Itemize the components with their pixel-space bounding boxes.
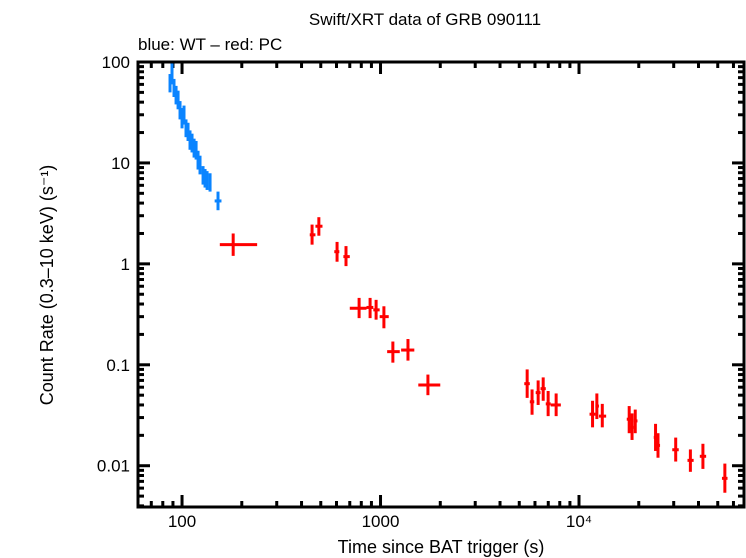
data-point-wt: [205, 171, 209, 190]
data-point-pc: [626, 406, 632, 434]
y-tick-label: 0.01: [97, 457, 130, 476]
data-point-pc: [687, 449, 694, 472]
data-point-wt: [172, 78, 176, 98]
data-point-pc: [387, 341, 400, 363]
data-point-wt: [196, 150, 200, 170]
data-point-pc: [349, 297, 367, 319]
data-point-wt: [170, 62, 174, 85]
data-point-pc: [540, 377, 546, 401]
chart-title: Swift/XRT data of GRB 090111: [309, 10, 541, 29]
chart-subtitle: blue: WT – red: PC: [138, 35, 282, 54]
data-point-wt: [194, 140, 198, 160]
data-point-pc: [373, 299, 380, 320]
plot-frame: [136, 60, 746, 509]
data-point-pc: [699, 443, 707, 469]
data-point-wt: [188, 130, 192, 150]
x-axis-label: Time since BAT trigger (s): [338, 537, 545, 557]
data-point-pc: [630, 413, 634, 440]
data-point-wt: [182, 105, 186, 125]
data-point-pc: [672, 437, 679, 462]
data-point-wt: [214, 191, 222, 211]
data-points: [168, 62, 728, 493]
data-point-pc: [401, 339, 415, 361]
data-point-pc: [535, 380, 541, 405]
y-axis-label: Count Rate (0.3–10 keV) (s⁻¹): [37, 165, 57, 406]
x-tick-label: 1000: [362, 512, 400, 531]
data-point-pc: [598, 403, 607, 428]
data-point-pc: [334, 241, 340, 262]
data-point-pc: [366, 297, 374, 319]
data-point-pc: [418, 374, 441, 396]
data-point-wt: [203, 169, 207, 188]
data-point-wt: [180, 108, 184, 129]
data-point-pc: [550, 393, 561, 417]
y-tick-label: 10: [111, 154, 130, 173]
data-point-pc: [309, 224, 316, 245]
data-point-wt: [192, 138, 196, 158]
data-point-pc: [524, 369, 530, 398]
x-tick-label: 100: [168, 512, 196, 531]
y-tick-label: 0.1: [106, 356, 130, 375]
data-point-pc: [589, 400, 596, 428]
data-point-pc: [633, 409, 638, 434]
data-point-pc: [343, 246, 350, 267]
data-point-wt: [174, 85, 178, 105]
x-tick-label: 10⁴: [566, 512, 592, 531]
data-point-pc: [721, 463, 728, 493]
data-point-wt: [190, 133, 194, 153]
data-point-wt: [198, 155, 202, 175]
axis-ticks: 100 1000 10⁴ 100 10 1 0.1 0.01: [97, 53, 744, 531]
data-point-pc: [315, 217, 323, 236]
y-tick-label: 100: [102, 53, 130, 72]
data-point-wt: [208, 173, 212, 192]
data-point-pc: [595, 393, 599, 420]
data-point-wt: [186, 122, 190, 141]
data-point-wt: [178, 101, 182, 120]
data-point-pc: [219, 233, 258, 256]
data-point-pc: [379, 306, 389, 329]
data-point-wt: [176, 90, 180, 110]
data-point-pc: [656, 433, 661, 458]
y-tick-label: 1: [121, 255, 130, 274]
data-point-wt: [184, 119, 188, 138]
data-point-wt: [201, 166, 205, 185]
data-point-pc: [545, 390, 551, 417]
data-point-pc: [529, 389, 535, 415]
